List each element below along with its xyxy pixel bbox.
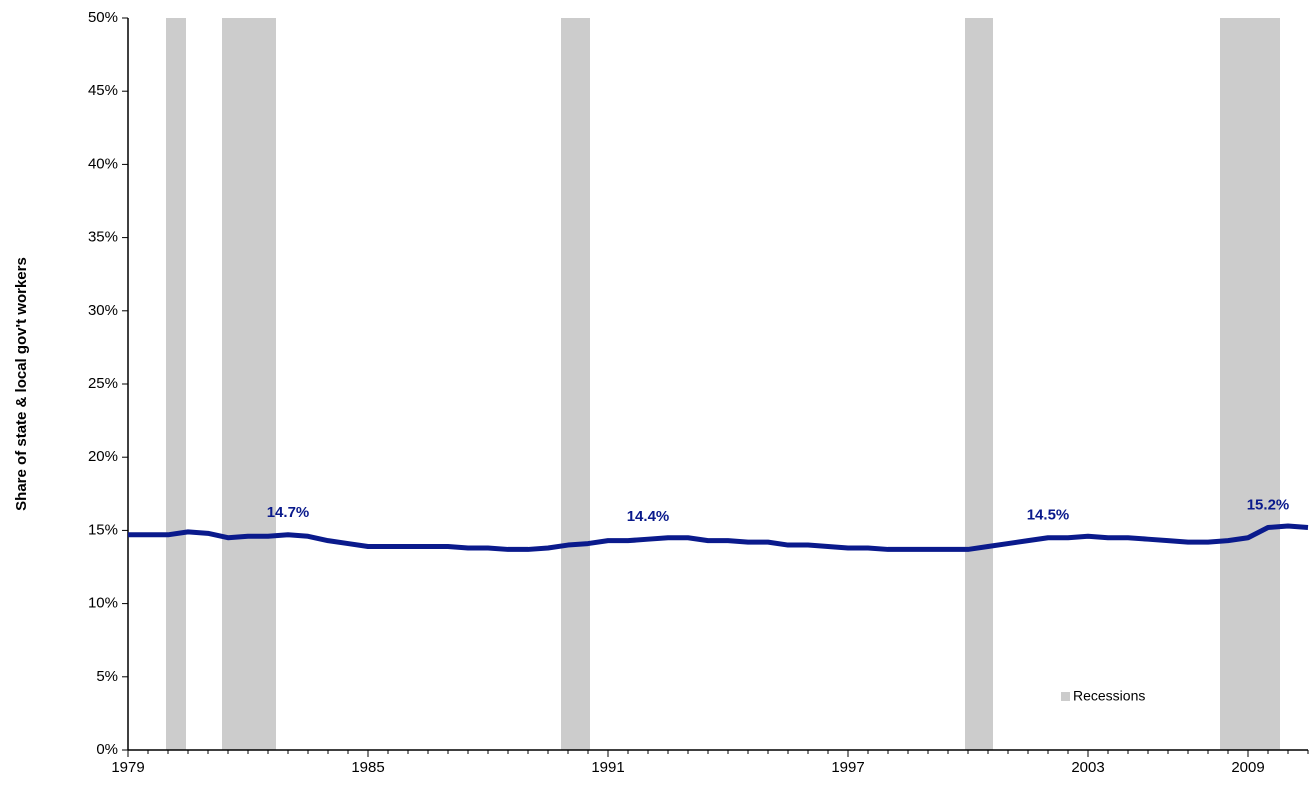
value-label: 14.4% bbox=[627, 508, 670, 525]
y-tick-label: 20% bbox=[88, 448, 118, 465]
recession-band bbox=[561, 18, 590, 750]
value-label: 14.7% bbox=[267, 504, 310, 521]
x-tick-label: 1979 bbox=[111, 759, 144, 776]
series-line bbox=[128, 523, 1309, 552]
x-tick-label: 1985 bbox=[351, 759, 384, 776]
y-tick-label: 5% bbox=[96, 668, 118, 685]
y-tick-label: 10% bbox=[88, 595, 118, 612]
x-tick-label: 2009 bbox=[1231, 759, 1264, 776]
recession-band bbox=[166, 18, 186, 750]
y-tick-label: 45% bbox=[88, 82, 118, 99]
legend-swatch bbox=[1061, 692, 1070, 701]
value-label: 14.5% bbox=[1027, 507, 1070, 524]
y-tick-label: 0% bbox=[96, 741, 118, 758]
recession-band bbox=[965, 18, 993, 750]
y-axis-label: Share of state & local gov't workers bbox=[13, 257, 30, 511]
y-tick-label: 50% bbox=[88, 9, 118, 26]
value-label: 15.2% bbox=[1247, 496, 1290, 513]
y-tick-label: 30% bbox=[88, 302, 118, 319]
y-tick-label: 35% bbox=[88, 229, 118, 246]
recession-band bbox=[222, 18, 276, 750]
y-tick-label: 25% bbox=[88, 375, 118, 392]
legend-label: Recessions bbox=[1073, 688, 1145, 704]
x-tick-label: 1997 bbox=[831, 759, 864, 776]
y-tick-label: 15% bbox=[88, 521, 118, 538]
y-tick-label: 40% bbox=[88, 155, 118, 172]
recession-band bbox=[1220, 18, 1280, 750]
x-tick-label: 2003 bbox=[1071, 759, 1104, 776]
x-tick-label: 1991 bbox=[591, 759, 624, 776]
